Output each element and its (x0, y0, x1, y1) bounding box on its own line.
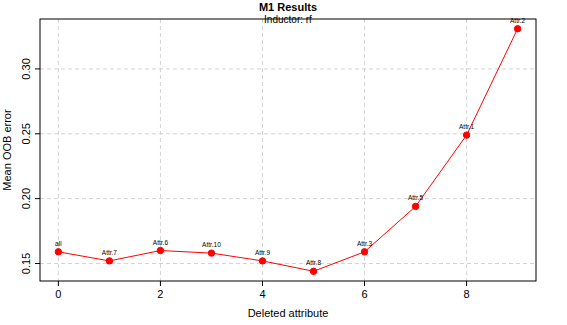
x-grid-line (466, 19, 467, 281)
grid (40, 19, 536, 281)
x-tick (364, 281, 365, 286)
series-line (58, 29, 517, 272)
plot-frame (40, 19, 536, 281)
y-tick (35, 68, 40, 69)
title: M1 Results (259, 1, 317, 13)
point (157, 247, 163, 253)
point (259, 258, 265, 264)
point (310, 268, 316, 274)
x-tick-label: 6 (361, 288, 367, 300)
x-tick-label: 8 (464, 288, 470, 300)
x-tick-label: 0 (55, 288, 61, 300)
point-labels: all Attr.7 Attr.6 Attr.10 Attr.9 Attr.8 Attr.3… (55, 17, 525, 267)
point (361, 249, 367, 255)
x-tick (58, 281, 59, 286)
y-tick-label: 0.20 (20, 188, 32, 209)
x-axis-label: Deleted attribute (248, 307, 329, 319)
point-label: Attr.10 (202, 241, 221, 248)
point-label: Attr.9 (255, 249, 271, 256)
point-label: Attr.6 (153, 239, 169, 246)
y-tick-label: 0.30 (20, 58, 32, 79)
x-tick (262, 281, 263, 286)
y-axis-label: Mean OOB error (1, 109, 13, 191)
point (412, 203, 418, 209)
y-tick-label: 0.15 (20, 253, 32, 274)
point (55, 249, 61, 255)
point-label: Attr.3 (357, 240, 373, 247)
point (208, 250, 214, 256)
point (514, 26, 520, 32)
point-label: Attr.7 (102, 249, 118, 256)
y-tick (35, 198, 40, 199)
y-tick (35, 263, 40, 264)
x-tick (466, 281, 467, 286)
point-label: all (55, 240, 62, 247)
x-grid-line (262, 19, 263, 281)
point-label: Attr.5 (408, 194, 424, 201)
point-label: Attr.2 (510, 17, 526, 24)
x-tick-label: 2 (157, 288, 163, 300)
point (106, 258, 112, 264)
chart: M1 ResultsInductor: rf024680.150.200.250… (0, 0, 567, 325)
y-tick (35, 133, 40, 134)
y-grid-line (40, 133, 536, 134)
y-grid-line (40, 263, 536, 264)
point (463, 132, 469, 138)
data (55, 26, 521, 275)
y-tick-label: 0.25 (20, 123, 32, 144)
x-tick (160, 281, 161, 286)
y-grid-line (40, 68, 536, 69)
point-label: Attr.1 (459, 123, 475, 130)
x-tick-label: 4 (259, 288, 265, 300)
point-label: Attr.8 (306, 259, 322, 266)
y-grid-line (40, 198, 536, 199)
